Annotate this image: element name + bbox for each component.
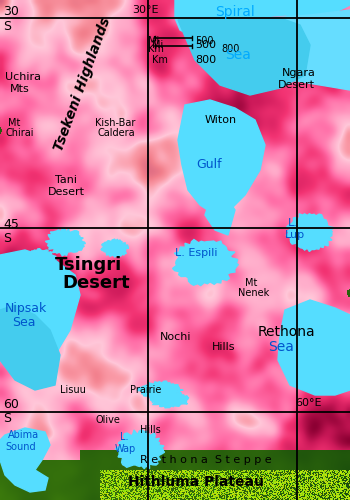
Text: Mi: Mi xyxy=(148,36,159,46)
Text: Kish-Bar: Kish-Bar xyxy=(95,118,135,128)
Text: Mi: Mi xyxy=(152,40,163,50)
Text: Desert: Desert xyxy=(48,187,85,197)
Text: 60: 60 xyxy=(3,398,19,411)
Text: Nenek: Nenek xyxy=(238,288,269,298)
Polygon shape xyxy=(278,300,350,395)
Text: Km: Km xyxy=(148,44,164,54)
Text: Wap: Wap xyxy=(115,444,136,454)
Polygon shape xyxy=(178,18,310,95)
Text: Mts: Mts xyxy=(10,84,30,94)
Polygon shape xyxy=(205,195,235,235)
Polygon shape xyxy=(46,228,85,256)
Polygon shape xyxy=(150,392,189,408)
Text: Nipsak: Nipsak xyxy=(5,302,47,315)
Text: Sea: Sea xyxy=(12,316,35,329)
Text: Km: Km xyxy=(152,55,168,65)
Text: Lup: Lup xyxy=(285,230,305,240)
Text: Hills: Hills xyxy=(212,342,236,352)
Text: Sea: Sea xyxy=(268,340,294,354)
Text: Sea: Sea xyxy=(225,48,251,62)
Text: R e t h o n a  S t e p p e: R e t h o n a S t e p p e xyxy=(140,455,272,465)
Text: Rethona: Rethona xyxy=(258,325,316,339)
Text: Abima: Abima xyxy=(8,430,39,440)
Polygon shape xyxy=(137,381,183,400)
Text: Sound: Sound xyxy=(5,442,36,452)
Text: Uchira: Uchira xyxy=(5,72,41,82)
Text: Mt: Mt xyxy=(245,278,257,288)
Text: S: S xyxy=(3,232,11,245)
Polygon shape xyxy=(286,214,334,252)
Text: Prairie: Prairie xyxy=(130,385,161,395)
Polygon shape xyxy=(0,250,80,365)
Text: L. Espili: L. Espili xyxy=(175,248,217,258)
Text: Olive: Olive xyxy=(95,415,120,425)
Text: L.: L. xyxy=(120,432,128,442)
Polygon shape xyxy=(23,248,56,271)
Text: Tsekeni Highlands: Tsekeni Highlands xyxy=(52,15,113,153)
Text: Ngara: Ngara xyxy=(282,68,316,78)
Text: Tsingri: Tsingri xyxy=(55,256,122,274)
Polygon shape xyxy=(115,430,164,469)
Text: Desert: Desert xyxy=(62,274,130,292)
Polygon shape xyxy=(0,305,60,390)
Text: Lisuu: Lisuu xyxy=(60,385,86,395)
Text: 60°E: 60°E xyxy=(295,398,322,408)
Text: 500: 500 xyxy=(195,40,216,50)
Text: Hithluma Plateau: Hithluma Plateau xyxy=(128,475,264,489)
Text: Hills: Hills xyxy=(140,425,161,435)
Polygon shape xyxy=(175,0,350,25)
Text: 500: 500 xyxy=(195,36,214,46)
Text: Gulf: Gulf xyxy=(196,158,222,171)
Text: Nochi: Nochi xyxy=(160,332,191,342)
Polygon shape xyxy=(0,428,50,492)
Text: Desert: Desert xyxy=(278,80,315,90)
Text: L.: L. xyxy=(288,218,298,228)
Polygon shape xyxy=(173,240,238,286)
Polygon shape xyxy=(101,239,129,257)
Polygon shape xyxy=(178,100,265,215)
Text: 800: 800 xyxy=(221,44,239,54)
Text: Tani: Tani xyxy=(55,175,77,185)
Text: Spiral: Spiral xyxy=(215,5,255,19)
Text: S: S xyxy=(3,412,11,425)
Polygon shape xyxy=(175,10,350,90)
Text: S: S xyxy=(3,20,11,33)
Text: Mt: Mt xyxy=(8,118,20,128)
Text: 30°E: 30°E xyxy=(132,5,158,15)
Text: 45: 45 xyxy=(3,218,19,231)
Text: 800: 800 xyxy=(195,55,216,65)
Text: Chirai: Chirai xyxy=(5,128,34,138)
Text: Caldera: Caldera xyxy=(98,128,136,138)
Text: 30: 30 xyxy=(3,5,19,18)
Text: Witon: Witon xyxy=(205,115,237,125)
